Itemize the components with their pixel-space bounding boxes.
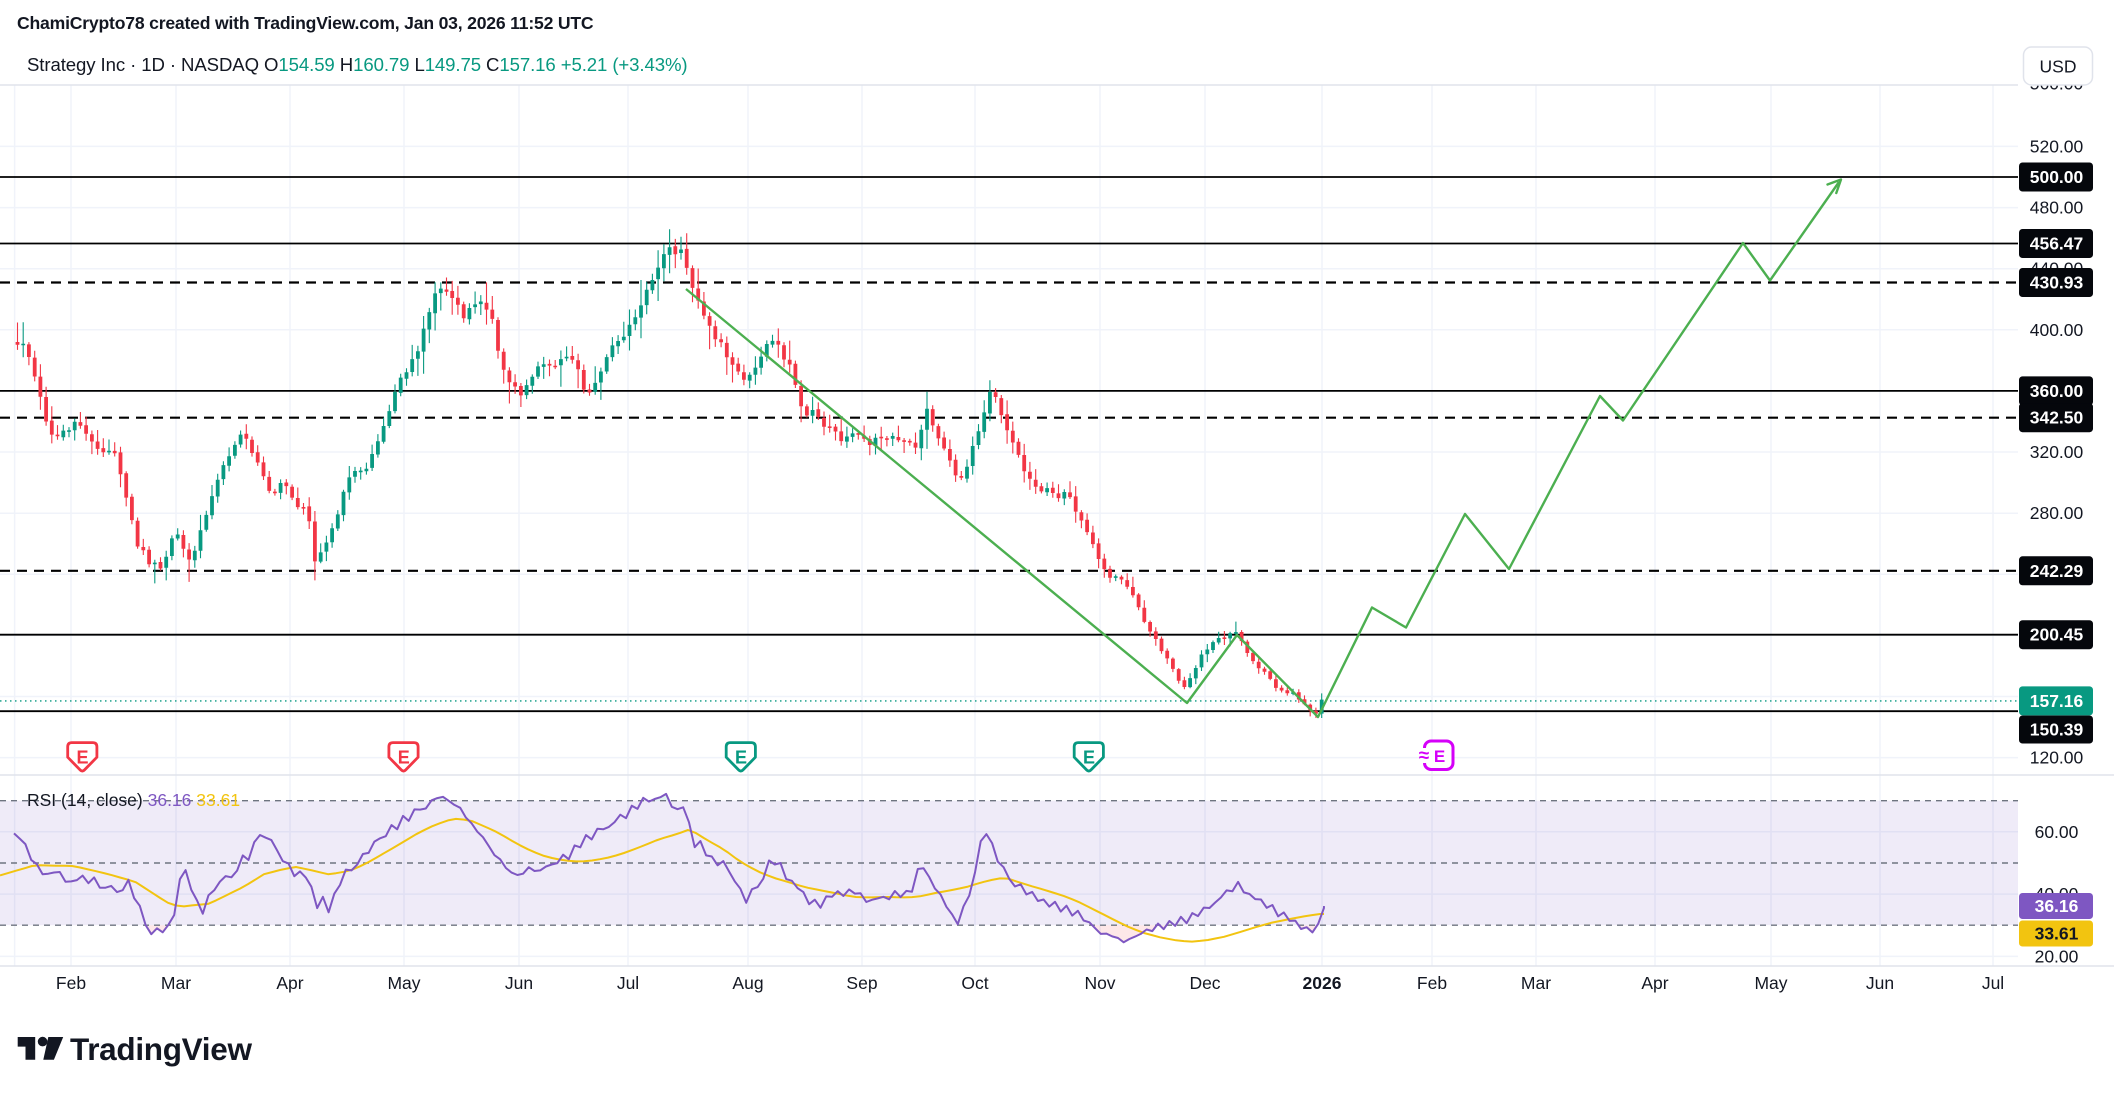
svg-text:RSI (14, close) 36.16 33.61: RSI (14, close) 36.16 33.61 [27, 790, 240, 810]
svg-text:200.45: 200.45 [2030, 625, 2084, 645]
svg-text:280.00: 280.00 [2030, 503, 2084, 523]
svg-text:ChamiCrypto78 created with Tra: ChamiCrypto78 created with TradingView.c… [17, 13, 594, 33]
svg-text:150.39: 150.39 [2030, 720, 2084, 740]
svg-text:480.00: 480.00 [2030, 198, 2084, 218]
svg-text:430.93: 430.93 [2030, 273, 2084, 293]
svg-text:520.00: 520.00 [2030, 136, 2084, 156]
svg-text:≈: ≈ [1419, 746, 1430, 767]
svg-text:Feb: Feb [1417, 973, 1447, 993]
svg-text:Jun: Jun [505, 973, 533, 993]
svg-text:Apr: Apr [276, 973, 303, 993]
svg-text:USD: USD [2040, 57, 2077, 77]
svg-text:Jul: Jul [617, 973, 639, 993]
svg-text:242.29: 242.29 [2030, 561, 2084, 581]
svg-text:320.00: 320.00 [2030, 442, 2084, 462]
svg-text:360.00: 360.00 [2030, 381, 2084, 401]
svg-text:May: May [387, 973, 420, 993]
svg-text:33.61: 33.61 [2035, 924, 2079, 944]
svg-text:342.50: 342.50 [2030, 408, 2084, 428]
svg-text:157.16: 157.16 [2030, 691, 2084, 711]
svg-text:Sep: Sep [846, 973, 877, 993]
svg-text:500.00: 500.00 [2030, 167, 2084, 187]
svg-text:Mar: Mar [161, 973, 191, 993]
svg-text:20.00: 20.00 [2035, 946, 2079, 966]
svg-text:E: E [76, 748, 88, 768]
svg-text:36.16: 36.16 [2035, 896, 2079, 916]
svg-text:Aug: Aug [732, 973, 763, 993]
svg-text:E: E [1434, 747, 1445, 766]
svg-text:E: E [1083, 748, 1095, 768]
svg-text:456.47: 456.47 [2030, 234, 2084, 254]
svg-text:2026: 2026 [1303, 973, 1342, 993]
svg-text:Jul: Jul [1982, 973, 2004, 993]
svg-text:Oct: Oct [961, 973, 988, 993]
svg-text:Feb: Feb [56, 973, 86, 993]
svg-text:E: E [398, 748, 410, 768]
svg-text:Strategy Inc · 1D · NASDAQ O15: Strategy Inc · 1D · NASDAQ O154.59 H160.… [27, 54, 688, 75]
svg-text:Dec: Dec [1189, 973, 1220, 993]
svg-text:120.00: 120.00 [2030, 748, 2084, 768]
svg-text:560.00: 560.00 [2030, 73, 2084, 93]
svg-text:TradingView: TradingView [70, 1031, 252, 1067]
svg-text:Jun: Jun [1866, 973, 1894, 993]
svg-text:May: May [1754, 973, 1787, 993]
svg-text:Mar: Mar [1521, 973, 1551, 993]
svg-text:Apr: Apr [1641, 973, 1668, 993]
svg-text:Nov: Nov [1084, 973, 1115, 993]
svg-text:E: E [735, 748, 747, 768]
svg-text:400.00: 400.00 [2030, 320, 2084, 340]
svg-text:60.00: 60.00 [2035, 822, 2079, 842]
